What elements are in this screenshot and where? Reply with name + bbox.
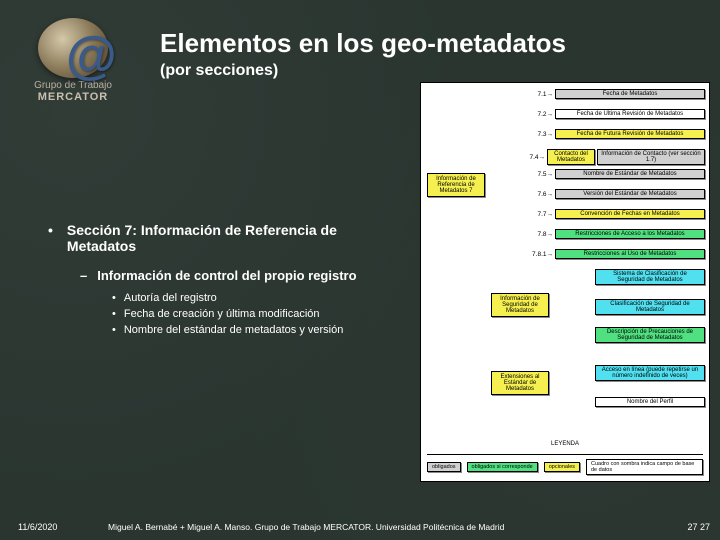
d-box: Nombre del Perfil (595, 397, 705, 407)
d-box-left: Contacto del Metadatos (547, 149, 595, 165)
row-id: 7.3→ (537, 131, 553, 138)
footer-page: 27 27 (660, 522, 710, 532)
d-box: Restricciones de Acceso a los Metadatos (555, 229, 705, 239)
legend-item: obligados (427, 462, 461, 472)
d-box: Convención de Fechas en Metadatos (555, 209, 705, 219)
d-box: Fecha de Última Revisión de Metadatos (555, 109, 705, 119)
footer: 11/6/2020 Miguel A. Bernabé + Miguel A. … (0, 522, 720, 532)
diagram-panel: Información de Referencia de Metadatos 7… (420, 82, 710, 482)
list-item: • Autoría del registro (112, 292, 392, 304)
section-sub1-text: Información de control del propio regist… (97, 268, 356, 283)
page-title: Elementos en los geo-metadatos (160, 28, 566, 59)
d-box: Versión del Estándar de Metadatos (555, 189, 705, 199)
d-box: Fecha de Futura Revisión de Metadatos (555, 129, 705, 139)
legend-item: Cuadro con sombra indica campo de base d… (586, 459, 703, 475)
section-sub1: – Información de control del propio regi… (80, 268, 400, 283)
row-id: 7.6→ (537, 191, 553, 198)
diagram-row: 7.2→Fecha de Última Revisión de Metadato… (537, 109, 705, 119)
legend-item: opcionales (544, 462, 580, 472)
d-box: Clasificación de Seguridad de Metadatos (595, 299, 705, 315)
at-icon: @ (66, 26, 117, 86)
diagram-row: 7.8.1→Restricciones al Uso de Metadatos (532, 249, 705, 259)
dot-icon: • (112, 308, 116, 320)
dot-icon: • (112, 324, 116, 336)
list-item: • Fecha de creación y última modificació… (112, 308, 392, 320)
d-box: Fecha de Metadatos (555, 89, 705, 99)
diagram-710-hub: Información de Seguridad de Metadatos (491, 293, 549, 317)
row-id: 7.2→ (537, 111, 553, 118)
diagram-row: 7.8→Restricciones de Acceso a los Metada… (537, 229, 705, 239)
bullet-icon: • (48, 222, 53, 254)
diagram-row: 7.4→Contacto del MetadatosInformación de… (529, 149, 705, 165)
section-header-text: Sección 7: Información de Referencia de … (67, 222, 348, 254)
diagram-711-hub: Extensiones al Estándar de Metadatos (491, 371, 549, 395)
footer-date: 11/6/2020 (18, 522, 88, 532)
diagram-row: 7.6→Versión del Estándar de Metadatos (537, 189, 705, 199)
row-id: 7.4→ (529, 154, 545, 161)
item-text: Autoría del registro (124, 292, 217, 304)
footer-credit: Miguel A. Bernabé + Miguel A. Manso. Gru… (88, 522, 660, 532)
d-box: Información de Contacto (ver sección 1.7… (597, 149, 705, 165)
d-box: Nombre de Estándar de Metadatos (555, 169, 705, 179)
diagram-row: 7.1→Fecha de Metadatos (537, 89, 705, 99)
d-box: Sistema de Clasificación de Seguridad de… (595, 269, 705, 285)
legend-title: LEYENDA (551, 441, 579, 447)
legend-item: obligados si corresponde (467, 462, 538, 472)
item-text: Fecha de creación y última modificación (124, 308, 320, 320)
logo-line2: MERCATOR (38, 91, 109, 103)
page-subtitle: (por secciones) (160, 62, 278, 80)
diagram-row: 7.7→Convención de Fechas en Metadatos (537, 209, 705, 219)
logo-block: @ Grupo de Trabajo MERCATOR (8, 18, 138, 103)
row-id: 7.1→ (537, 91, 553, 98)
row-id: 7.7→ (537, 211, 553, 218)
globe-icon: @ (38, 18, 108, 78)
legend: obligados obligados si corresponde opcio… (427, 454, 703, 475)
diagram-row: 7.3→Fecha de Futura Revisión de Metadato… (537, 129, 705, 139)
d-box: Acceso en línea (puede repetirse un núme… (595, 365, 705, 381)
d-box: Descripción de Precauciones de Seguridad… (595, 327, 705, 343)
item-text: Nombre del estándar de metadatos y versi… (124, 324, 344, 336)
section-header: • Sección 7: Información de Referencia d… (48, 222, 348, 254)
diagram-row: 7.5→Nombre de Estándar de Metadatos (537, 169, 705, 179)
diagram-hub: Información de Referencia de Metadatos 7 (427, 173, 485, 197)
d-box: Restricciones al Uso de Metadatos (555, 249, 705, 259)
row-id: 7.8→ (537, 231, 553, 238)
dash-icon: – (80, 268, 87, 283)
dot-icon: • (112, 292, 116, 304)
row-id: 7.8.1→ (532, 251, 553, 258)
list-item: • Nombre del estándar de metadatos y ver… (112, 324, 392, 336)
row-id: 7.5→ (537, 171, 553, 178)
